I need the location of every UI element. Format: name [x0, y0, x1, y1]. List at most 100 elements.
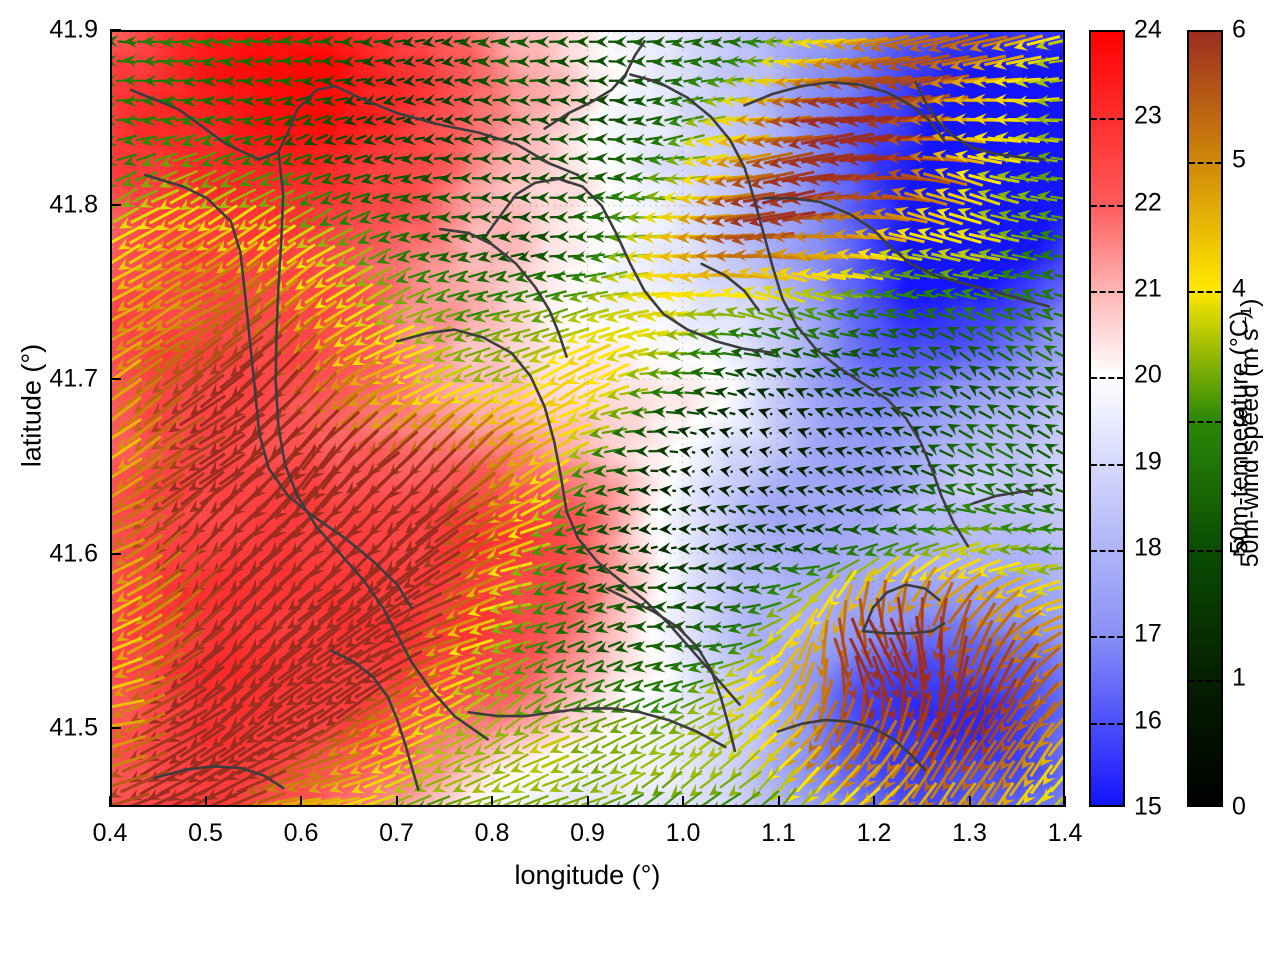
wind-arrow-shaft	[973, 292, 997, 300]
wind-arrow-head	[360, 35, 375, 49]
wind-arrow-head	[219, 35, 234, 49]
wind-arrow-head	[587, 408, 603, 421]
wind-arrow-shaft	[579, 308, 610, 319]
wind-arrow-head	[395, 271, 411, 284]
wind-arrow-head	[112, 464, 114, 465]
wind-arrow-head	[968, 384, 984, 398]
wind-arrow-shaft	[261, 313, 301, 350]
wind-arrow-head	[896, 227, 912, 240]
wind-arrow-head	[812, 57, 827, 70]
wind-arrow-head	[536, 133, 551, 146]
wind-arrow-shaft	[146, 280, 182, 306]
wind-arrow-head	[389, 439, 404, 453]
wind-arrow-head	[377, 231, 393, 244]
wind-arrow-head	[689, 55, 704, 68]
wind-arrow-shaft	[503, 309, 530, 318]
wind-arrow-shaft	[396, 77, 405, 82]
wind-arrow-head	[218, 196, 234, 209]
wind-arrow-head	[300, 54, 315, 68]
wind-arrow-head	[356, 254, 372, 266]
wind-arrow-head	[112, 134, 118, 147]
colorbar-tickmark	[1091, 463, 1123, 466]
wind-arrow-head	[588, 271, 603, 284]
wind-arrow-head	[635, 445, 649, 458]
wind-arrow-head	[198, 197, 214, 209]
wind-arrow-head	[362, 113, 378, 126]
wind-arrow-head	[517, 191, 532, 204]
wind-arrow-head	[432, 350, 447, 363]
wind-arrow-shaft	[678, 175, 707, 181]
wind-arrow-shaft	[439, 397, 475, 423]
wind-arrow-shaft	[481, 383, 512, 399]
wind-arrow-shaft	[161, 434, 206, 465]
wind-arrow-shaft	[824, 372, 836, 378]
wind-arrow-head	[361, 152, 377, 165]
wind-arrow-shaft	[171, 169, 199, 183]
wind-arrow-shaft	[326, 246, 356, 263]
wind-arrow-head	[454, 290, 470, 303]
wind-arrow-head	[694, 249, 709, 263]
wind-arrow-shaft	[1030, 214, 1058, 222]
wind-arrow-head	[568, 290, 584, 303]
wind-arrow-shaft	[691, 450, 696, 454]
wind-arrow-head	[667, 135, 682, 148]
wind-arrow-head	[717, 135, 733, 148]
wind-arrow-shaft	[112, 417, 143, 440]
wind-arrow-head	[260, 35, 275, 48]
wind-arrow-head	[726, 55, 741, 68]
wind-arrow-shaft	[390, 231, 410, 240]
wind-arrow-head	[555, 35, 570, 49]
wind-arrow-head	[865, 134, 880, 148]
wind-arrow-head	[949, 384, 964, 398]
wind-arrow-head	[301, 74, 316, 88]
wind-arrow-shaft	[459, 397, 494, 423]
wind-arrow-head	[383, 74, 398, 87]
wind-arrow-shaft	[543, 307, 569, 319]
wind-arrow-head	[1040, 249, 1055, 262]
wind-arrow-head	[760, 55, 775, 68]
wind-arrow-head	[1040, 307, 1056, 320]
wind-arrow-shaft	[503, 328, 531, 338]
wind-arrow-shaft	[885, 450, 892, 455]
wind-arrow-head	[733, 134, 748, 147]
wind-arrow-shaft	[1056, 390, 1063, 396]
wind-arrow-head	[866, 170, 881, 184]
wind-arrow-head	[432, 311, 448, 323]
wind-arrow-head	[986, 404, 1002, 417]
wind-arrow-shaft	[125, 357, 164, 385]
wind-arrow-head	[967, 405, 982, 417]
wind-arrow-shaft	[112, 283, 143, 303]
wind-arrow-head	[294, 256, 310, 269]
wind-arrow-head	[379, 172, 395, 185]
wind-arrow-head	[790, 347, 805, 360]
wind-arrow-shaft	[884, 212, 928, 224]
wind-arrow-shaft	[811, 272, 847, 281]
wind-arrow-head	[698, 426, 713, 439]
wind-arrow-head	[112, 267, 114, 269]
wind-arrow-head	[652, 405, 667, 419]
wind-arrow-shaft	[944, 135, 986, 144]
wind-arrow-head	[391, 333, 407, 345]
wind-arrow-head	[801, 287, 816, 300]
wind-arrow-head	[948, 404, 963, 417]
wind-arrow-shaft	[366, 266, 393, 282]
wind-arrow-head	[122, 54, 137, 67]
wind-arrow-shaft	[1010, 234, 1038, 242]
wind-arrow-head	[567, 410, 582, 423]
map-plot-area[interactable]	[110, 30, 1065, 807]
wind-arrow-head	[517, 230, 533, 243]
wind-arrow-shaft	[874, 272, 901, 281]
wind-arrow-shaft	[125, 338, 164, 365]
wind-arrow-head	[711, 195, 726, 208]
wind-arrow-head	[957, 207, 972, 220]
wind-arrow-shaft	[127, 263, 163, 285]
wind-arrow-head	[112, 35, 119, 48]
wind-arrow-shaft	[538, 400, 572, 421]
wind-arrow-shaft	[112, 302, 144, 322]
wind-arrow-head	[826, 172, 841, 186]
wind-arrow-shaft	[727, 391, 738, 397]
wind-arrow-shaft	[160, 394, 206, 427]
wind-arrow-shaft	[183, 282, 224, 305]
x-tickmark	[873, 796, 875, 807]
wind-arrow-shaft	[521, 345, 551, 359]
